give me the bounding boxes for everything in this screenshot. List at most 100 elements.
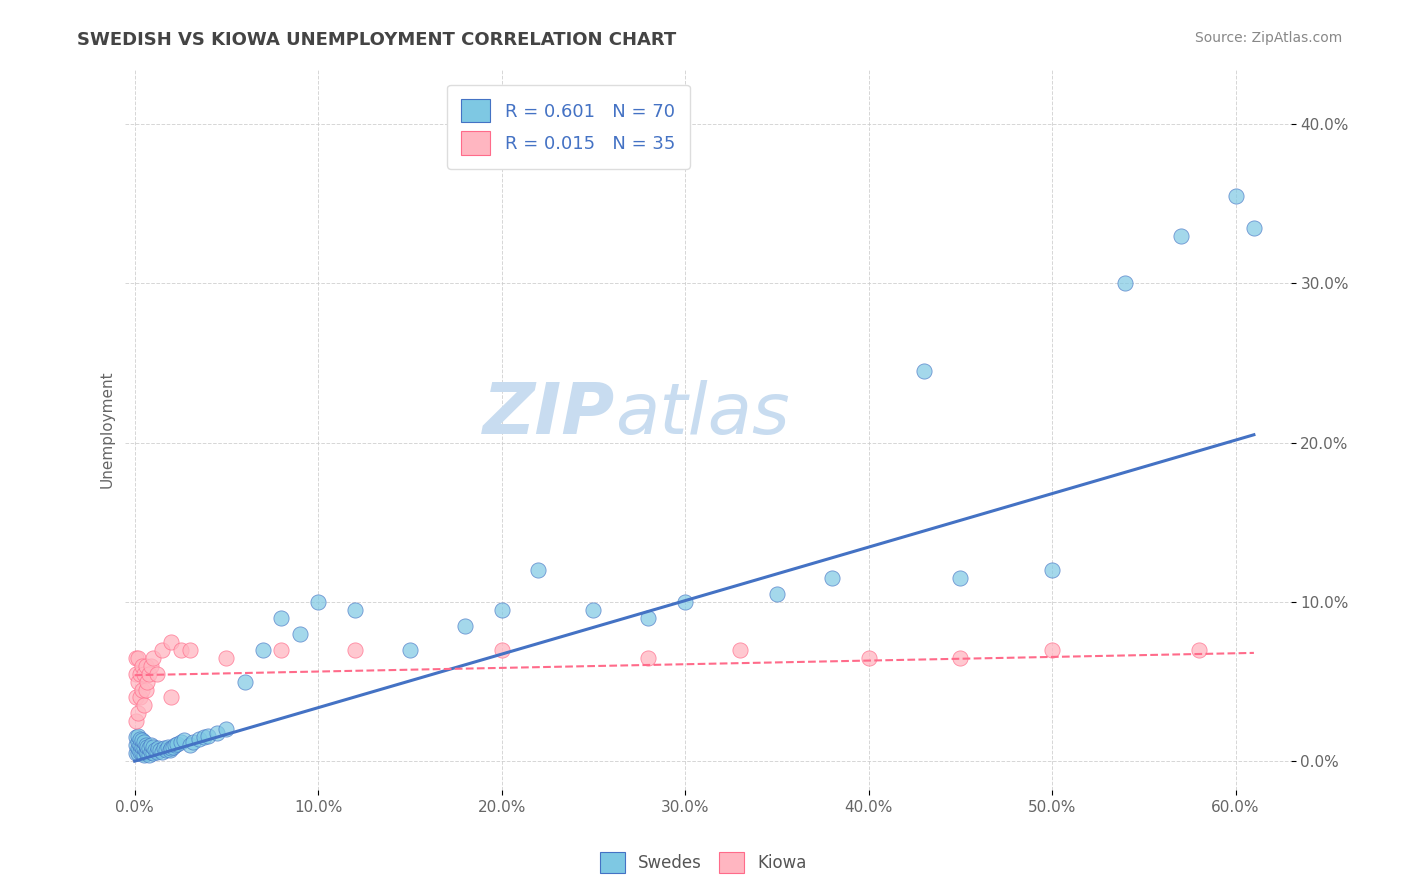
- Point: [132, 741, 155, 756]
- Y-axis label: Unemployment: Unemployment: [100, 370, 114, 488]
- Point: [1040, 642, 1063, 657]
- Point: [127, 746, 149, 760]
- Point: [131, 739, 153, 754]
- Point: [673, 595, 696, 609]
- Point: [132, 747, 155, 762]
- Point: [343, 603, 366, 617]
- Point: [150, 745, 173, 759]
- Point: [148, 741, 170, 756]
- Point: [307, 595, 329, 609]
- Point: [233, 674, 256, 689]
- Point: [125, 746, 148, 760]
- Point: [127, 650, 149, 665]
- Point: [138, 666, 160, 681]
- Point: [141, 745, 163, 759]
- Point: [187, 731, 209, 746]
- Point: [169, 735, 191, 749]
- Point: [183, 735, 205, 749]
- Point: [1243, 220, 1265, 235]
- Point: [131, 682, 153, 697]
- Point: [141, 738, 163, 752]
- Point: [162, 739, 184, 754]
- Legend: Swedes, Kiowa: Swedes, Kiowa: [593, 846, 813, 880]
- Point: [766, 587, 789, 601]
- Point: [142, 650, 165, 665]
- Point: [125, 666, 148, 681]
- Point: [136, 674, 159, 689]
- Text: atlas: atlas: [614, 380, 789, 450]
- Point: [288, 627, 311, 641]
- Point: [270, 642, 292, 657]
- Point: [132, 666, 155, 681]
- Point: [125, 690, 148, 705]
- Point: [252, 642, 274, 657]
- Point: [399, 642, 422, 657]
- Point: [491, 642, 513, 657]
- Point: [129, 738, 152, 752]
- Point: [142, 746, 165, 760]
- Point: [142, 739, 165, 754]
- Point: [166, 737, 188, 751]
- Legend: R = 0.601   N = 70, R = 0.015   N = 35: R = 0.601 N = 70, R = 0.015 N = 35: [447, 85, 689, 169]
- Point: [1114, 277, 1136, 291]
- Point: [160, 634, 183, 648]
- Point: [821, 571, 844, 585]
- Point: [153, 741, 176, 756]
- Point: [728, 642, 751, 657]
- Point: [138, 741, 160, 756]
- Point: [858, 650, 880, 665]
- Point: [135, 658, 157, 673]
- Point: [136, 746, 159, 760]
- Point: [173, 733, 195, 747]
- Point: [637, 650, 659, 665]
- Point: [145, 745, 167, 759]
- Point: [138, 747, 160, 762]
- Point: [1170, 228, 1192, 243]
- Point: [160, 690, 183, 705]
- Point: [143, 743, 166, 757]
- Point: [343, 642, 366, 657]
- Text: SWEDISH VS KIOWA UNEMPLOYMENT CORRELATION CHART: SWEDISH VS KIOWA UNEMPLOYMENT CORRELATIO…: [77, 31, 676, 49]
- Point: [150, 642, 173, 657]
- Point: [129, 731, 152, 746]
- Point: [949, 571, 972, 585]
- Point: [135, 738, 157, 752]
- Point: [132, 735, 155, 749]
- Point: [1188, 642, 1211, 657]
- Point: [197, 729, 219, 743]
- Point: [179, 738, 201, 752]
- Point: [141, 658, 163, 673]
- Point: [1225, 189, 1247, 203]
- Point: [129, 745, 152, 759]
- Text: Source: ZipAtlas.com: Source: ZipAtlas.com: [1195, 31, 1343, 45]
- Point: [169, 642, 191, 657]
- Point: [160, 741, 183, 756]
- Point: [127, 729, 149, 743]
- Point: [912, 364, 935, 378]
- Point: [179, 642, 201, 657]
- Point: [156, 739, 179, 754]
- Text: ZIP: ZIP: [482, 380, 614, 450]
- Point: [145, 666, 167, 681]
- Point: [135, 745, 157, 759]
- Point: [125, 738, 148, 752]
- Point: [129, 690, 152, 705]
- Point: [582, 603, 605, 617]
- Point: [127, 735, 149, 749]
- Point: [270, 611, 292, 625]
- Point: [129, 666, 152, 681]
- Point: [127, 706, 149, 721]
- Point: [132, 698, 155, 713]
- Point: [125, 714, 148, 729]
- Point: [131, 658, 153, 673]
- Point: [127, 741, 149, 756]
- Point: [155, 743, 177, 757]
- Point: [949, 650, 972, 665]
- Point: [454, 619, 477, 633]
- Point: [215, 723, 238, 737]
- Point: [149, 743, 172, 757]
- Point: [131, 733, 153, 747]
- Point: [193, 731, 215, 745]
- Point: [215, 650, 238, 665]
- Point: [127, 674, 149, 689]
